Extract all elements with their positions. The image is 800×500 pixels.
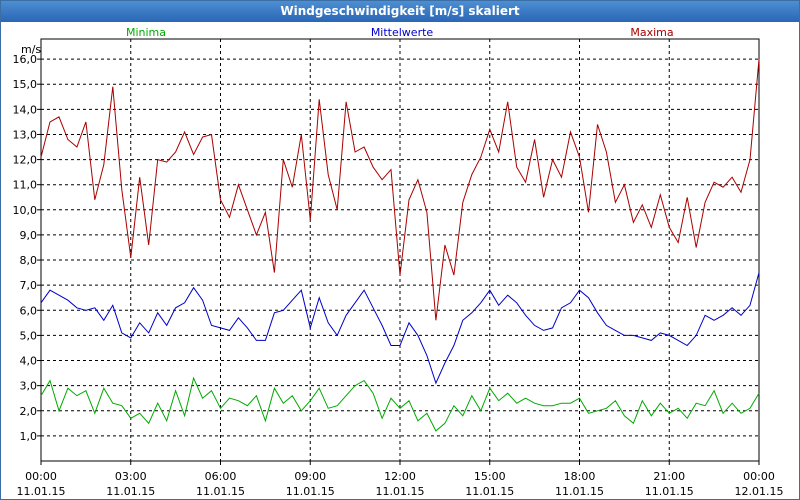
x-tick-date: 11.01.15: [465, 485, 514, 498]
y-tick-label: 5,0: [20, 329, 38, 342]
y-tick-label: 9,0: [20, 229, 38, 242]
y-tick-label: 12,0: [13, 154, 38, 167]
x-tick-date: 12.01.15: [735, 485, 784, 498]
x-tick-date: 11.01.15: [17, 485, 66, 498]
window-title: Windgeschwindigkeit [m/s] skaliert: [1, 1, 799, 22]
x-tick-date: 11.01.15: [196, 485, 245, 498]
series-line-maxima: [40, 59, 760, 321]
x-tick-time: 03:00: [115, 470, 147, 483]
y-tick-label: 4,0: [20, 355, 38, 368]
y-tick-label: 6,0: [20, 304, 38, 317]
x-tick-time: 21:00: [653, 470, 685, 483]
y-tick-label: 13,0: [13, 128, 38, 141]
x-tick-date: 11.01.15: [376, 485, 425, 498]
y-tick-label: 2,0: [20, 405, 38, 418]
wind-speed-chart: 1,0 2,0 3,0 4,0 5,0 6,0 7,0 8,0 9,0 10,0 11,0 12,0 1…: [13, 26, 784, 498]
y-tick-label: 15,0: [13, 78, 38, 91]
series-lines: [40, 59, 760, 432]
y-axis-ticks: 1,0 2,0 3,0 4,0 5,0 6,0 7,0 8,0 9,0 10,0 11,0 12,0 1…: [13, 53, 41, 443]
y-tick-label: 3,0: [20, 380, 38, 393]
x-tick-time: 09:00: [294, 470, 326, 483]
y-tick-label: 1,0: [20, 430, 38, 443]
y-tick-label: 11,0: [13, 179, 38, 192]
y-tick-label: 16,0: [13, 53, 38, 66]
series-line-minima: [40, 376, 760, 432]
legend-maxima: Maxima: [630, 26, 673, 39]
series-line-mittelwerte: [40, 272, 760, 385]
x-tick-time: 00:00: [743, 470, 775, 483]
x-tick-date: 11.01.15: [645, 485, 694, 498]
grid-lines: [41, 39, 759, 461]
x-axis-ticks: 00:00 11.01.15 03:00 11.01.15 06:00 11.01.15 0…: [17, 461, 784, 498]
x-tick-date: 11.01.15: [286, 485, 335, 498]
y-tick-label: 14,0: [13, 103, 38, 116]
x-tick-time: 00:00: [25, 470, 57, 483]
y-tick-label: 10,0: [13, 204, 38, 217]
x-tick-time: 15:00: [474, 470, 506, 483]
x-tick-time: 12:00: [384, 470, 416, 483]
y-axis-label: m/s: [21, 43, 41, 56]
legend-mittelwerte: Mittelwerte: [371, 26, 434, 39]
x-tick-time: 06:00: [205, 470, 237, 483]
x-tick-date: 11.01.15: [555, 485, 604, 498]
legend-minima: Minima: [126, 26, 166, 39]
x-tick-time: 18:00: [564, 470, 596, 483]
y-tick-label: 7,0: [20, 279, 38, 292]
x-tick-date: 11.01.15: [106, 485, 155, 498]
y-tick-label: 8,0: [20, 254, 38, 267]
